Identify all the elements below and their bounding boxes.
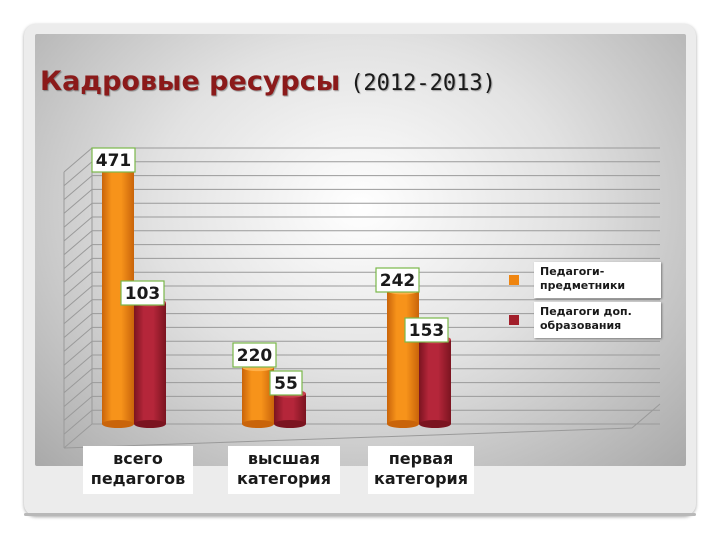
gridline-side <box>63 285 93 311</box>
gridline-side <box>63 147 93 173</box>
gridline-side <box>63 161 93 187</box>
legend-item-series-2: Педагоги доп. образования <box>505 302 661 338</box>
bar-bottom <box>102 420 134 428</box>
bar-bottom <box>387 420 419 428</box>
gridline-side <box>63 189 93 214</box>
gridline-side <box>63 409 93 435</box>
legend-swatch-series-1 <box>509 275 519 285</box>
bar <box>242 363 274 428</box>
category-label-box <box>83 446 193 494</box>
legend-swatch-series-2 <box>509 315 519 325</box>
legend-label-box: Педагоги доп. образования <box>534 302 661 338</box>
category-label: высшая <box>248 449 320 468</box>
legend-label-series-1: Педагоги- предметники <box>540 265 626 292</box>
gridline-side <box>63 382 93 407</box>
frame-bottom-line <box>24 513 696 516</box>
bar-bottom <box>274 420 306 428</box>
category-label-box <box>368 446 474 494</box>
gridline-side <box>63 368 93 394</box>
title-main: Кадровые ресурсы <box>40 66 341 97</box>
gridline-side <box>63 175 93 200</box>
gridline-side <box>63 271 93 297</box>
bar-body <box>419 339 451 424</box>
bar <box>387 286 419 428</box>
floor-edge <box>63 427 633 449</box>
bar-body <box>387 290 419 424</box>
bar-body <box>134 302 166 424</box>
bar-body <box>274 393 306 424</box>
category-label-box <box>228 446 340 494</box>
data-label-box <box>91 147 136 173</box>
category-label: категория <box>374 469 468 488</box>
slide-title: Кадровые ресурсы (2012-2013) <box>40 66 496 97</box>
category-label: первая <box>389 449 454 468</box>
data-label-box <box>120 280 165 306</box>
bar-bottom <box>419 420 451 428</box>
gridline-side <box>63 313 93 338</box>
gridline-side <box>63 354 93 380</box>
bar <box>274 389 306 428</box>
bar <box>419 335 451 428</box>
category-label: педагогов <box>91 469 185 488</box>
gridline-side <box>63 244 93 269</box>
data-label: 242 <box>380 271 416 291</box>
legend-label-series-2: Педагоги доп. образования <box>540 305 632 332</box>
data-label: 153 <box>409 321 445 341</box>
data-label-box <box>404 317 449 343</box>
bar-body <box>242 367 274 424</box>
floor-edge-right <box>631 403 661 429</box>
gridline-side <box>63 202 93 228</box>
legend: Педагоги- предметники Педагоги доп. обра… <box>505 262 661 342</box>
gridline-side <box>63 230 93 256</box>
data-label-box <box>232 342 277 368</box>
legend-label-box: Педагоги- предметники <box>534 262 661 298</box>
bar <box>134 298 166 428</box>
gridline-side <box>63 340 93 366</box>
title-years: (2012-2013) <box>350 71 496 96</box>
gridline-side <box>63 216 93 242</box>
category-label: категория <box>237 469 331 488</box>
gridline-side <box>63 327 93 352</box>
bar-bottom <box>242 420 274 428</box>
gridline-side <box>63 423 93 449</box>
data-label: 220 <box>237 346 273 366</box>
gridline-side <box>63 396 93 421</box>
gridline-side <box>63 258 93 283</box>
data-label: 103 <box>125 284 161 304</box>
data-label: 471 <box>96 151 132 171</box>
legend-item-series-1: Педагоги- предметники <box>505 262 661 298</box>
bar-bottom <box>134 420 166 428</box>
data-label: 55 <box>274 374 298 394</box>
data-label-box <box>269 370 303 396</box>
category-label: всего <box>113 449 163 468</box>
gridline-side <box>63 299 93 325</box>
data-label-box <box>375 267 420 293</box>
